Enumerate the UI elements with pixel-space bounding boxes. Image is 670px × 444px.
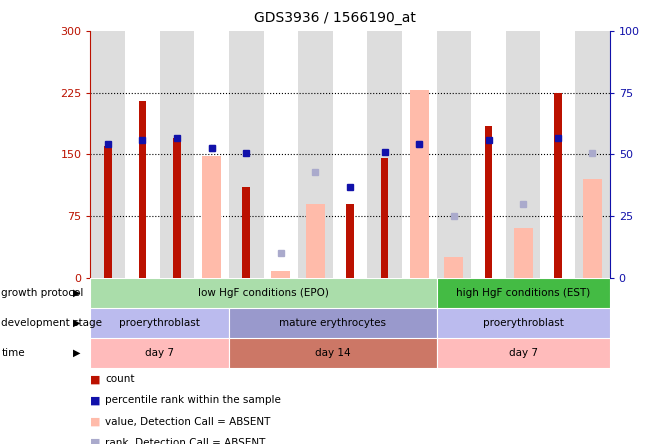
Bar	[471, 31, 506, 277]
Text: day 7: day 7	[145, 348, 174, 358]
Text: GSM190973: GSM190973	[415, 280, 424, 333]
Bar	[298, 31, 333, 277]
Bar	[306, 203, 325, 278]
Text: GSM190964: GSM190964	[103, 280, 113, 333]
Text: proerythroblast: proerythroblast	[119, 318, 200, 328]
Bar	[437, 338, 610, 368]
Bar	[139, 101, 146, 278]
Text: ▶: ▶	[73, 318, 80, 328]
Bar	[437, 308, 610, 338]
Bar	[229, 31, 263, 277]
Text: GSM426510: GSM426510	[588, 280, 597, 333]
Bar	[506, 31, 541, 277]
Text: GSM190966: GSM190966	[172, 280, 182, 333]
Bar	[402, 31, 437, 277]
Text: ■: ■	[90, 374, 101, 384]
Text: GSM190969: GSM190969	[276, 280, 285, 333]
Text: high HgF conditions (EST): high HgF conditions (EST)	[456, 288, 590, 297]
Text: day 7: day 7	[509, 348, 537, 358]
Bar	[90, 308, 229, 338]
Text: mature erythrocytes: mature erythrocytes	[279, 318, 387, 328]
Text: GSM190968: GSM190968	[242, 280, 251, 333]
Text: GSM426507: GSM426507	[484, 280, 493, 333]
Bar	[346, 203, 354, 278]
Bar	[243, 187, 250, 278]
Text: GDS3936 / 1566190_at: GDS3936 / 1566190_at	[254, 11, 416, 25]
Bar	[263, 31, 298, 277]
Text: GSM190965: GSM190965	[138, 280, 147, 333]
Bar	[202, 156, 221, 278]
Text: rank, Detection Call = ABSENT: rank, Detection Call = ABSENT	[105, 438, 265, 444]
Text: growth protocol: growth protocol	[1, 288, 84, 297]
Bar	[159, 31, 194, 277]
Bar	[125, 31, 159, 277]
Bar	[514, 228, 533, 278]
Text: ■: ■	[90, 438, 101, 444]
Text: ▶: ▶	[73, 348, 80, 358]
Bar	[271, 271, 290, 278]
Bar	[333, 31, 367, 277]
Bar	[229, 308, 437, 338]
Bar	[90, 278, 437, 308]
Bar	[444, 257, 464, 278]
Bar	[583, 179, 602, 278]
Text: GSM426509: GSM426509	[553, 280, 562, 333]
Text: time: time	[1, 348, 25, 358]
Text: GSM426506: GSM426506	[450, 280, 458, 333]
Bar	[541, 31, 575, 277]
Text: ■: ■	[90, 396, 101, 405]
Bar	[381, 159, 389, 278]
Text: ■: ■	[90, 417, 101, 427]
Bar	[173, 138, 181, 278]
Bar	[554, 93, 561, 278]
Bar	[410, 90, 429, 278]
Bar	[575, 31, 610, 277]
Bar	[90, 338, 229, 368]
Text: GSM426508: GSM426508	[519, 280, 528, 333]
Text: count: count	[105, 374, 135, 384]
Bar	[484, 126, 492, 278]
Text: low HgF conditions (EPO): low HgF conditions (EPO)	[198, 288, 329, 297]
Text: value, Detection Call = ABSENT: value, Detection Call = ABSENT	[105, 417, 271, 427]
Text: GSM190970: GSM190970	[311, 280, 320, 333]
Bar	[104, 146, 112, 278]
Bar	[437, 31, 471, 277]
Bar	[90, 31, 125, 277]
Text: day 14: day 14	[315, 348, 350, 358]
Text: GSM190972: GSM190972	[380, 280, 389, 333]
Text: proerythroblast: proerythroblast	[482, 318, 563, 328]
Bar	[437, 278, 610, 308]
Text: GSM190971: GSM190971	[346, 280, 354, 333]
Bar	[367, 31, 402, 277]
Text: percentile rank within the sample: percentile rank within the sample	[105, 396, 281, 405]
Text: GSM190967: GSM190967	[207, 280, 216, 333]
Text: development stage: development stage	[1, 318, 103, 328]
Bar	[194, 31, 229, 277]
Bar	[229, 338, 437, 368]
Text: ▶: ▶	[73, 288, 80, 297]
